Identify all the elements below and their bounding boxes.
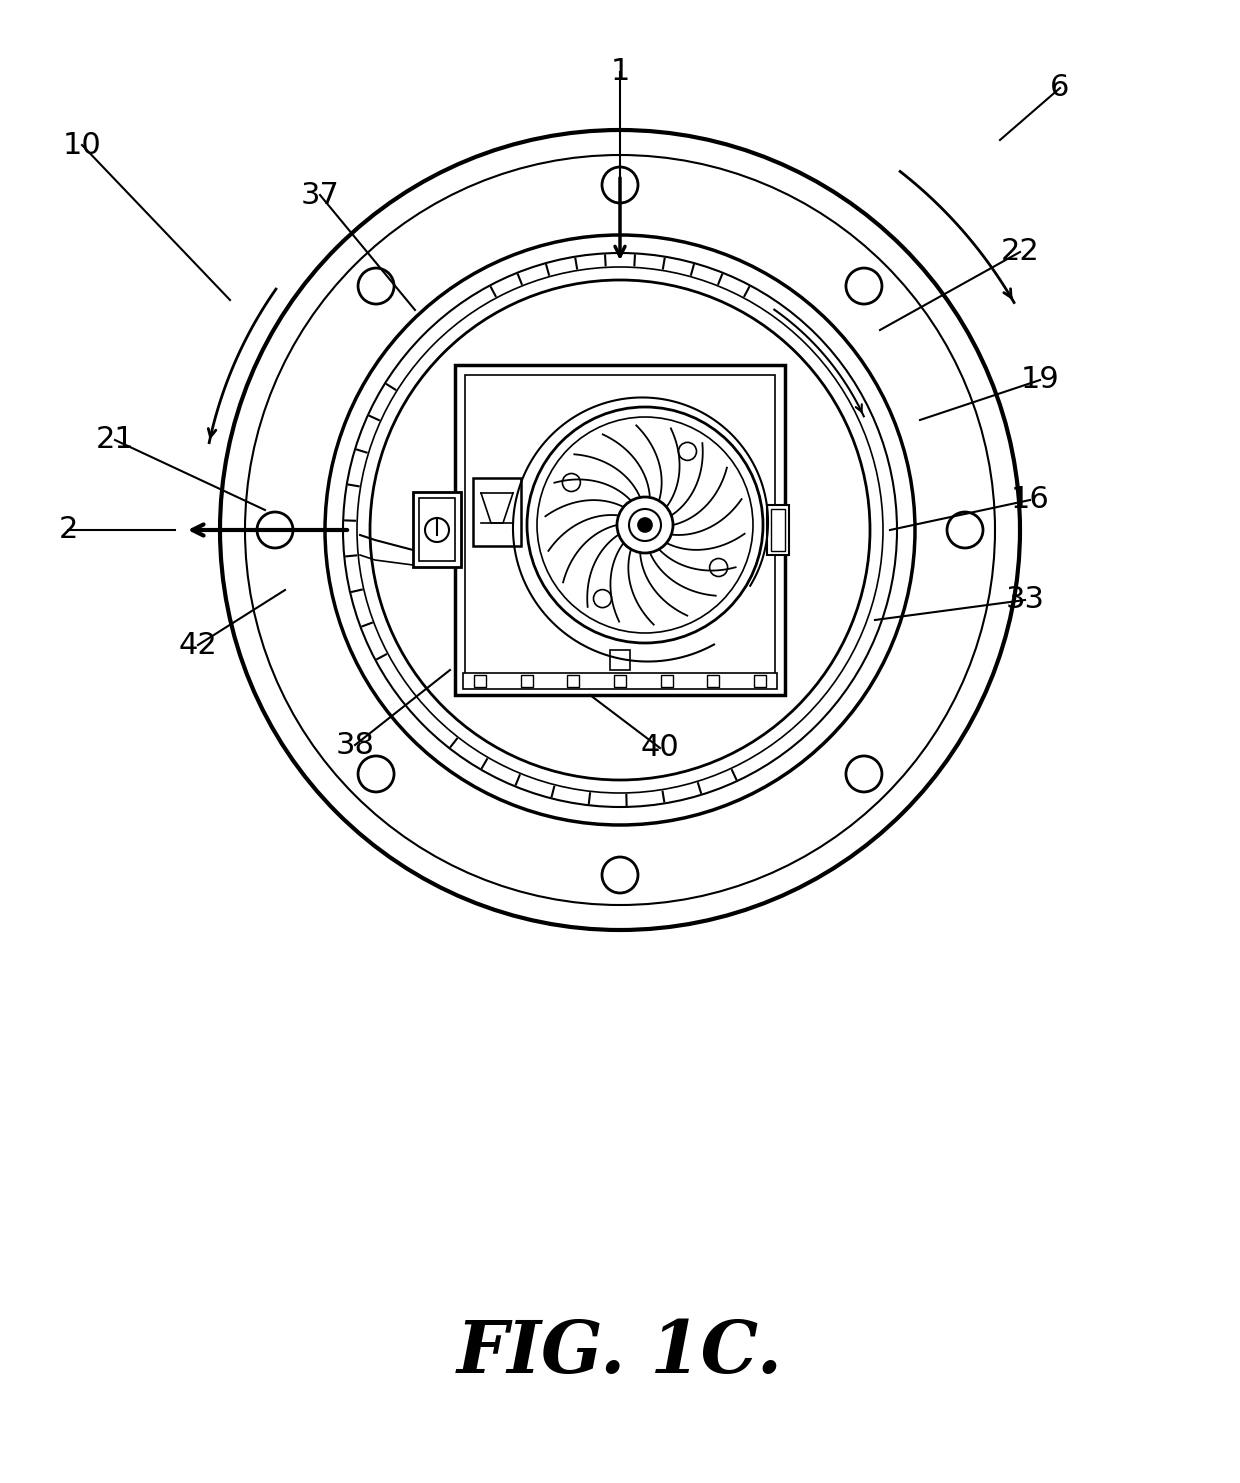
Text: 37: 37 [300, 181, 340, 209]
Bar [610, 650, 630, 670]
Text: FIG. 1C.: FIG. 1C. [458, 1317, 782, 1388]
Text: 6: 6 [1050, 74, 1070, 102]
Text: 2: 2 [58, 516, 78, 544]
Text: 10: 10 [63, 131, 102, 160]
Text: 16: 16 [1011, 485, 1049, 515]
Bar [614, 675, 626, 687]
Text: 19: 19 [1021, 365, 1059, 394]
Bar [419, 498, 455, 561]
Text: 42: 42 [179, 630, 217, 660]
Bar [707, 675, 719, 687]
Bar [754, 675, 766, 687]
Text: 21: 21 [95, 426, 134, 454]
Text: 22: 22 [1001, 237, 1039, 267]
Text: 38: 38 [336, 731, 374, 759]
Text: 33: 33 [1006, 586, 1044, 614]
Bar [521, 675, 533, 687]
Bar [474, 675, 486, 687]
Bar [413, 492, 461, 567]
Text: 40: 40 [641, 734, 680, 762]
Bar [771, 509, 785, 552]
Bar [568, 675, 579, 687]
Bar [463, 673, 777, 690]
Text: 1: 1 [610, 58, 630, 86]
Bar [661, 675, 672, 687]
Bar [768, 506, 789, 555]
Bar [472, 478, 521, 546]
Bar [455, 365, 785, 696]
Circle shape [639, 518, 652, 532]
Bar [465, 375, 775, 685]
